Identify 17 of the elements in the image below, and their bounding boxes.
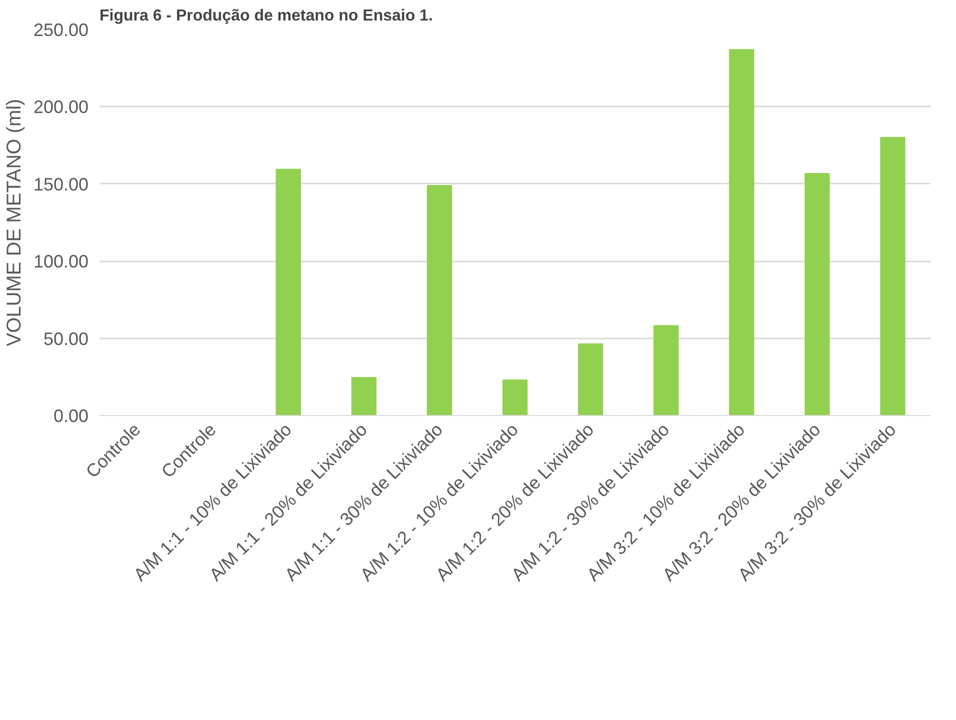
bar [804,173,830,416]
y-axis-title: VOLUME DE METANO (ml) [3,98,26,346]
bar [426,184,452,416]
bar [351,377,376,416]
bar [729,49,754,416]
y-tick-label: 100.00 [33,252,89,272]
bar [276,168,301,416]
y-tick-label: 0.00 [53,406,89,426]
bar [880,136,906,416]
bar [502,379,528,416]
chart-title: Figura 6 - Produção de metano no Ensaio 1. [100,8,433,24]
y-tick-label: 200.00 [33,97,89,118]
y-tick-label: 50.00 [43,328,89,349]
bar [578,343,604,416]
y-tick-label: 250.00 [33,20,89,40]
bar [654,325,679,416]
y-tick-label: 150.00 [33,174,89,194]
